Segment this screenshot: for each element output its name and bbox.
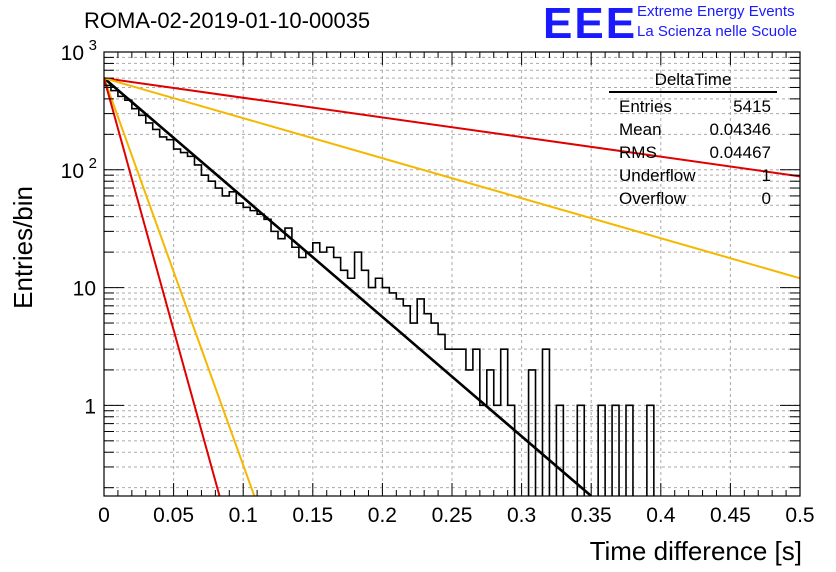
curve-red-slow — [104, 77, 800, 178]
y-tick-exponent: 3 — [89, 37, 97, 54]
y-tick-label: 1 — [84, 395, 96, 418]
histogram-steps — [104, 84, 655, 496]
x-tick-label: 0.35 — [571, 504, 612, 527]
x-tick-label: 0 — [98, 504, 110, 527]
x-tick-label: 0.3 — [507, 504, 536, 527]
x-tick-label: 0.5 — [785, 504, 814, 527]
stats-row-mean: Mean 0.04346 — [619, 120, 771, 139]
stats-row-entries: Entries 5415 — [619, 97, 771, 116]
stats-row-rms: RMS 0.04467 — [619, 143, 771, 162]
x-tick-label: 0.45 — [710, 504, 751, 527]
y-tick-exponent: 2 — [89, 155, 97, 172]
x-tick-label: 0.4 — [646, 504, 676, 527]
y-tick-label: 10 — [73, 278, 96, 301]
y-tick-label: 10 — [61, 42, 84, 65]
curve-orange-fast — [104, 77, 256, 496]
x-tick-label: 0.1 — [229, 504, 258, 527]
curve-fit — [104, 77, 593, 496]
logo-subtitle-1: Extreme Energy Events — [637, 3, 795, 20]
curve-orange-slow — [104, 77, 800, 280]
curve-red-fast — [104, 77, 221, 496]
stats-box-title: DeltaTime — [609, 70, 777, 93]
ticks — [103, 51, 801, 496]
y-tick-label: 10 — [61, 160, 84, 183]
stats-row-overflow: Overflow 0 — [619, 189, 771, 208]
eee-logo: EEE — [543, 0, 638, 48]
x-axis-label: Time difference [s] — [589, 536, 802, 566]
x-tick-label: 0.25 — [432, 504, 473, 527]
logo-subtitle-2: La Scienza nelle Scuole — [637, 23, 798, 40]
stats-row-underflow: Underflow 1 — [619, 166, 771, 185]
chart-title: ROMA-02-2019-01-10-00035 — [84, 8, 371, 33]
stats-box: DeltaTime Entries 5415 Mean 0.04346 RMS 0.0… — [609, 70, 777, 210]
x-tick-label: 0.05 — [153, 504, 194, 527]
plot-area — [104, 77, 800, 496]
x-tick-label: 0.2 — [368, 504, 397, 527]
x-tick-label: 0.15 — [292, 504, 333, 527]
